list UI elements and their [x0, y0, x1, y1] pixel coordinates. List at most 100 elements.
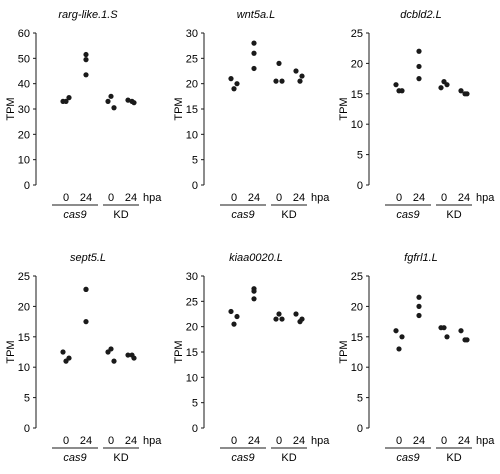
y-axis-label: TPM — [173, 340, 185, 363]
x-tick-label: 24 — [248, 192, 260, 204]
y-tick-label: 20 — [186, 79, 198, 91]
y-tick-label: 10 — [351, 362, 363, 374]
x-unit-label: hpa — [476, 192, 495, 204]
chart-panel: rarg-like.1.S TPM 0 10 20 30 40 50 60 0 24 0 24 hpa ca… — [0, 0, 162, 230]
x-tick-label: 24 — [458, 192, 470, 204]
x-tick-label: 0 — [276, 192, 282, 204]
y-tick-label: 20 — [351, 301, 363, 313]
y-tick-label: 15 — [351, 89, 363, 101]
data-point — [279, 316, 285, 322]
y-tick-label: 5 — [357, 393, 363, 405]
data-point — [416, 48, 422, 54]
x-tick-label: 24 — [413, 435, 425, 447]
group-label-kd: KD — [281, 209, 296, 221]
data-point — [125, 97, 131, 103]
group-label-cas9: cas9 — [231, 209, 254, 221]
x-tick-label: 0 — [231, 192, 237, 204]
y-tick-label: 15 — [351, 332, 363, 344]
data-point — [416, 312, 422, 319]
data-point — [63, 98, 69, 104]
data-point — [234, 313, 240, 320]
group-label-kd: KD — [446, 452, 461, 464]
x-unit-label: hpa — [311, 192, 330, 204]
data-point — [228, 76, 234, 82]
y-tick-label: 25 — [186, 53, 198, 65]
data-point — [399, 334, 405, 340]
data-point — [273, 316, 279, 322]
data-point — [396, 88, 402, 94]
y-axis-label: TPM — [173, 97, 185, 120]
x-tick-label: 24 — [125, 435, 137, 447]
x-tick-label: 0 — [441, 435, 447, 447]
y-axis-label: TPM — [338, 340, 350, 363]
y-tick-label: 25 — [186, 296, 198, 308]
x-tick-label: 0 — [231, 435, 237, 447]
data-point — [63, 358, 69, 364]
data-point — [228, 308, 234, 315]
data-point — [299, 73, 305, 79]
data-point — [393, 328, 399, 334]
data-point — [66, 95, 72, 101]
data-point — [293, 68, 299, 74]
data-point — [393, 82, 399, 88]
x-tick-label: 24 — [80, 435, 92, 447]
data-point — [129, 98, 135, 104]
y-tick-label: 25 — [18, 271, 30, 283]
x-unit-label: hpa — [476, 435, 495, 447]
chart-svg: dcbld2.L TPM 0 5 10 15 20 25 0 24 0 24 hpa cas9 KD — [338, 9, 495, 221]
y-tick-label: 25 — [351, 28, 363, 40]
x-tick-label: 0 — [396, 192, 402, 204]
group-label-cas9: cas9 — [396, 452, 419, 464]
data-point — [125, 352, 131, 358]
data-point — [83, 72, 89, 78]
y-axis-label: TPM — [5, 340, 17, 363]
y-tick-label: 10 — [18, 362, 30, 374]
data-point — [251, 296, 257, 302]
y-tick-label: 5 — [24, 393, 30, 405]
y-tick-label: 30 — [186, 271, 198, 283]
chart-svg: rarg-like.1.S TPM 0 10 20 30 40 50 60 0 24 0 24 hpa ca… — [5, 9, 162, 221]
data-point — [416, 294, 422, 300]
x-unit-label: hpa — [311, 435, 330, 447]
data-point — [60, 349, 66, 355]
y-tick-label: 30 — [18, 104, 30, 116]
y-tick-label: 40 — [18, 79, 30, 91]
y-tick-label: 5 — [192, 398, 198, 410]
chart-panel: sept5.L TPM 0 5 10 15 20 25 0 24 0 24 hpa cas9 KD — [0, 243, 162, 473]
chart-panel: fgfrl1.L TPM 0 5 10 15 20 25 0 24 0 24 hpa cas9 KD — [333, 243, 495, 473]
data-point — [234, 81, 240, 87]
data-point — [129, 352, 135, 358]
group-label-cas9: cas9 — [63, 452, 86, 464]
x-tick-label: 24 — [293, 435, 305, 447]
y-tick-label: 10 — [186, 129, 198, 141]
y-tick-label: 10 — [351, 119, 363, 131]
data-point — [251, 65, 257, 72]
data-point — [458, 88, 464, 94]
data-point — [462, 91, 468, 97]
data-point — [293, 311, 299, 317]
data-point — [458, 328, 464, 334]
data-point — [83, 51, 89, 58]
x-tick-label: 0 — [108, 435, 114, 447]
y-tick-label: 15 — [18, 332, 30, 344]
data-point — [438, 325, 444, 331]
group-label-cas9: cas9 — [231, 452, 254, 464]
data-point — [111, 105, 117, 111]
y-tick-label: 20 — [351, 58, 363, 70]
data-point — [231, 86, 237, 92]
x-unit-label: hpa — [143, 192, 162, 204]
chart-panel: kiaa0020.L TPM 0 5 10 15 20 25 30 0 24 0 24 hpa cas9 KD — [168, 243, 330, 473]
group-label-kd: KD — [281, 452, 296, 464]
chart-title: wnt5a.L — [237, 9, 276, 21]
x-tick-label: 0 — [108, 192, 114, 204]
y-tick-label: 15 — [186, 347, 198, 359]
data-point — [108, 93, 114, 99]
chart-panel: dcbld2.L TPM 0 5 10 15 20 25 0 24 0 24 hpa cas9 KD — [333, 0, 495, 230]
y-tick-label: 20 — [18, 129, 30, 141]
y-axis-label: TPM — [338, 97, 350, 120]
data-point — [251, 286, 257, 292]
data-point — [444, 334, 450, 340]
y-tick-label: 25 — [351, 271, 363, 283]
y-tick-label: 10 — [186, 372, 198, 384]
y-axis-label: TPM — [5, 97, 17, 120]
